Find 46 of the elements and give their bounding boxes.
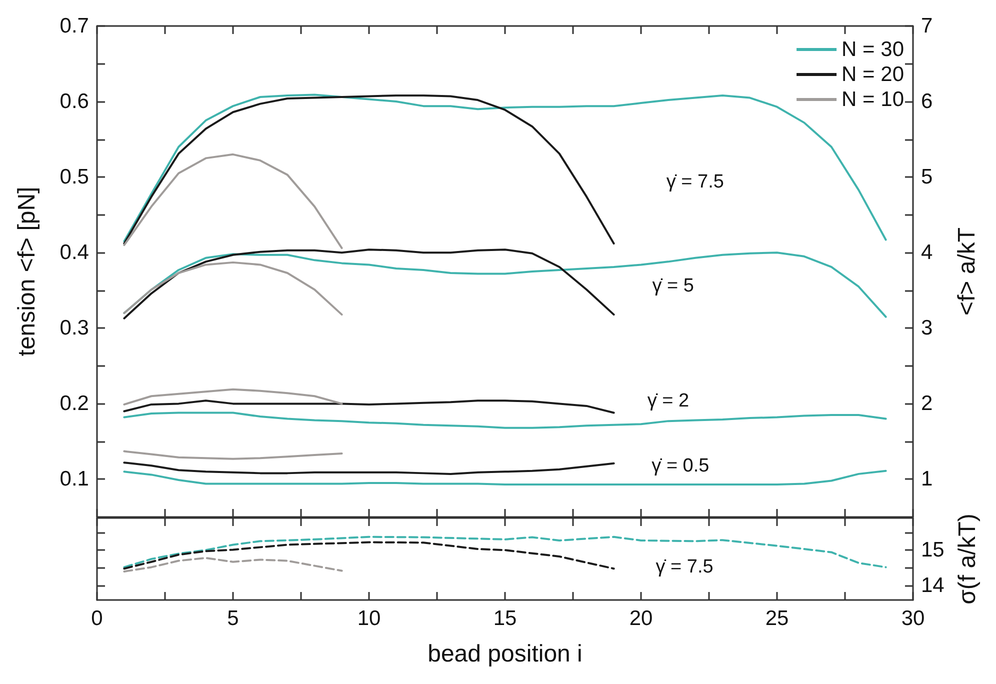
line-series — [123, 261, 343, 316]
line-series — [123, 400, 615, 414]
annotation: γ̇ = 5 — [652, 276, 694, 297]
y-tick-label: 0.5 — [60, 166, 89, 189]
line-series — [123, 556, 343, 572]
x-tick-label: 10 — [357, 607, 381, 630]
line-series — [123, 388, 343, 406]
y2-tick-label: 14 — [921, 574, 945, 598]
y-tick-label: 0.2 — [60, 392, 89, 416]
x-axis-title: bead position i — [428, 640, 582, 668]
y-tick-label: 0.6 — [60, 90, 89, 114]
x-tick-label: 25 — [765, 607, 789, 630]
y2-tick-label: 7 — [921, 14, 933, 38]
x-tick-label: 5 — [227, 607, 239, 630]
line-series — [123, 412, 887, 429]
x-tick-label: 15 — [493, 607, 517, 630]
y-tick-label: 0.3 — [60, 316, 89, 340]
y2-tick-label: 5 — [921, 166, 933, 189]
line-series — [123, 248, 615, 320]
annotation: γ̇ = 2 — [647, 390, 690, 412]
y2-axis-title: <f> a/kT — [954, 227, 980, 316]
y-axis-title: tension <f> [pN] — [14, 186, 40, 356]
y-tick-label: 0.4 — [60, 241, 90, 264]
legend-label: N = 20 — [842, 63, 904, 86]
annotation: γ̇ = 0.5 — [652, 455, 710, 476]
y2-tick-label: 4 — [921, 241, 933, 264]
legend-label: N = 30 — [842, 38, 904, 61]
x-tick-label: 20 — [629, 607, 653, 630]
annotation: γ̇ = 7.5 — [666, 172, 724, 193]
y-tick-label: 0.7 — [60, 14, 89, 38]
y2-axis-title: σ(f a/kT) — [954, 514, 981, 604]
y2-tick-label: 6 — [921, 90, 933, 114]
y2-tick-label: 2 — [921, 392, 933, 416]
line-series — [123, 541, 615, 570]
y2-tick-label: 1 — [921, 468, 933, 491]
y-tick-label: 0.1 — [60, 468, 89, 491]
legend-label: N = 10 — [842, 88, 904, 111]
line-series — [123, 450, 343, 460]
x-tick-label: 30 — [901, 607, 925, 630]
x-tick-label: 0 — [91, 607, 103, 630]
line-series — [123, 462, 615, 475]
line-series — [123, 153, 343, 250]
line-series — [123, 94, 615, 245]
annotation: γ̇ = 7.5 — [656, 556, 714, 578]
y2-tick-label: 3 — [921, 316, 933, 340]
y2-tick-label: 15 — [921, 538, 944, 562]
